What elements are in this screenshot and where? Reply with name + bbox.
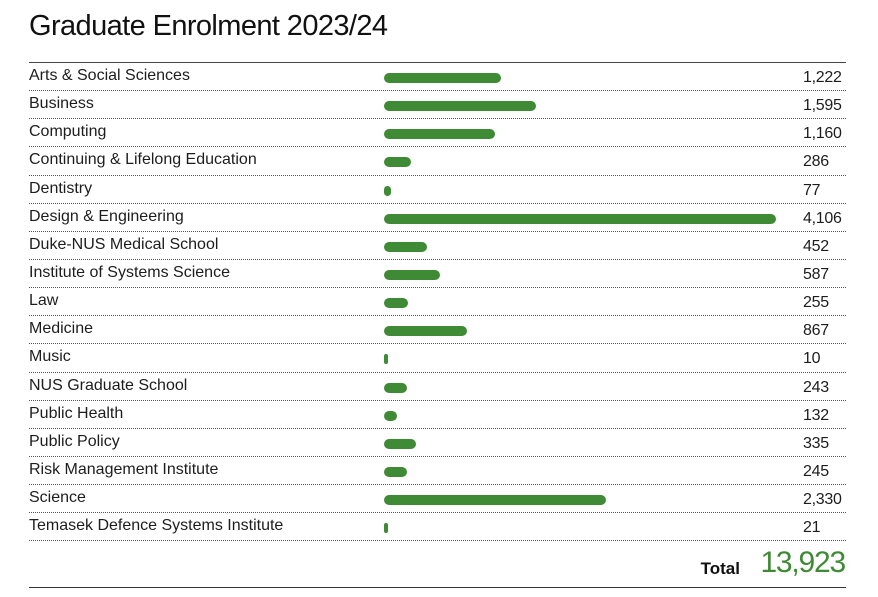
category-label: Temasek Defence Systems Institute <box>29 517 284 535</box>
table-row: Design & Engineering 4,106 <box>29 204 846 232</box>
category-label: Institute of Systems Science <box>29 263 230 281</box>
category-label: Continuing & Lifelong Education <box>29 151 257 169</box>
table-row: Duke-NUS Medical School 452 <box>29 232 846 260</box>
value-label: 2,330 <box>803 491 842 509</box>
category-label: Dentistry <box>29 179 93 197</box>
category-label: Risk Management Institute <box>29 460 219 478</box>
value-label: 243 <box>803 378 829 396</box>
category-label: Public Policy <box>29 432 120 450</box>
table-row: Public Policy 335 <box>29 429 846 457</box>
value-label: 132 <box>803 406 829 424</box>
table-row: Arts & Social Sciences 1,222 <box>29 63 846 92</box>
table-row: Computing 1,160 <box>29 119 846 148</box>
bar <box>384 101 537 112</box>
value-label: 867 <box>803 322 829 340</box>
value-label: 245 <box>803 462 829 480</box>
total-row: Total 13,923 <box>29 541 846 588</box>
table-row: Public Health 132 <box>29 401 846 429</box>
table-row: Continuing & Lifelong Education 286 <box>29 147 846 176</box>
category-label: Design & Engineering <box>29 207 184 225</box>
bar <box>384 298 409 309</box>
total-label: Total <box>700 559 740 578</box>
value-label: 1,222 <box>803 69 842 86</box>
table-row: Temasek Defence Systems Institute 21 <box>29 513 846 542</box>
value-label: 1,160 <box>803 125 842 143</box>
category-label: NUS Graduate School <box>29 376 188 394</box>
value-label: 452 <box>803 237 829 255</box>
category-label: Medicine <box>29 320 94 338</box>
table-row: Institute of Systems Science 587 <box>29 260 846 289</box>
value-label: 77 <box>803 181 821 199</box>
table-row: Risk Management Institute 245 <box>29 457 846 486</box>
value-label: 255 <box>803 294 829 312</box>
bar <box>384 354 388 365</box>
table-row: Law 255 <box>29 288 846 317</box>
table-row: Medicine 867 <box>29 316 846 345</box>
table-row: Science 2,330 <box>29 485 846 514</box>
bar <box>384 157 412 168</box>
category-label: Science <box>29 489 86 507</box>
bar <box>384 410 397 421</box>
bar <box>384 269 441 280</box>
bar <box>384 213 776 224</box>
value-label: 4,106 <box>803 209 842 227</box>
chart-title: Graduate Enrolment 2023/24 <box>29 10 388 42</box>
value-label: 335 <box>803 434 829 452</box>
bar <box>384 382 408 393</box>
bar <box>384 185 392 196</box>
value-label: 1,595 <box>803 97 842 115</box>
bar <box>384 129 495 140</box>
category-label: Music <box>29 348 71 366</box>
bar <box>384 326 467 337</box>
category-label: Arts & Social Sciences <box>29 67 190 84</box>
value-label: 21 <box>803 519 821 537</box>
bar <box>384 73 501 83</box>
bar <box>384 523 388 534</box>
category-label: Law <box>29 292 59 310</box>
bar <box>384 241 428 252</box>
total-value: 13,923 <box>760 546 846 579</box>
table-row: Dentistry 77 <box>29 176 846 204</box>
category-label: Computing <box>29 123 107 141</box>
value-label: 10 <box>803 350 821 368</box>
category-label: Duke-NUS Medical School <box>29 235 219 253</box>
table-row: NUS Graduate School 243 <box>29 373 846 401</box>
bar <box>384 438 416 449</box>
table-row: Business 1,595 <box>29 91 846 120</box>
value-label: 286 <box>803 153 829 171</box>
value-label: 587 <box>803 265 829 283</box>
category-label: Business <box>29 95 94 113</box>
category-label: Public Health <box>29 404 124 422</box>
bar <box>384 495 607 506</box>
bar <box>384 466 408 477</box>
table-row: Music 10 <box>29 344 846 373</box>
enrolment-table: Arts & Social Sciences 1,222 Business 1,595… <box>29 62 846 542</box>
